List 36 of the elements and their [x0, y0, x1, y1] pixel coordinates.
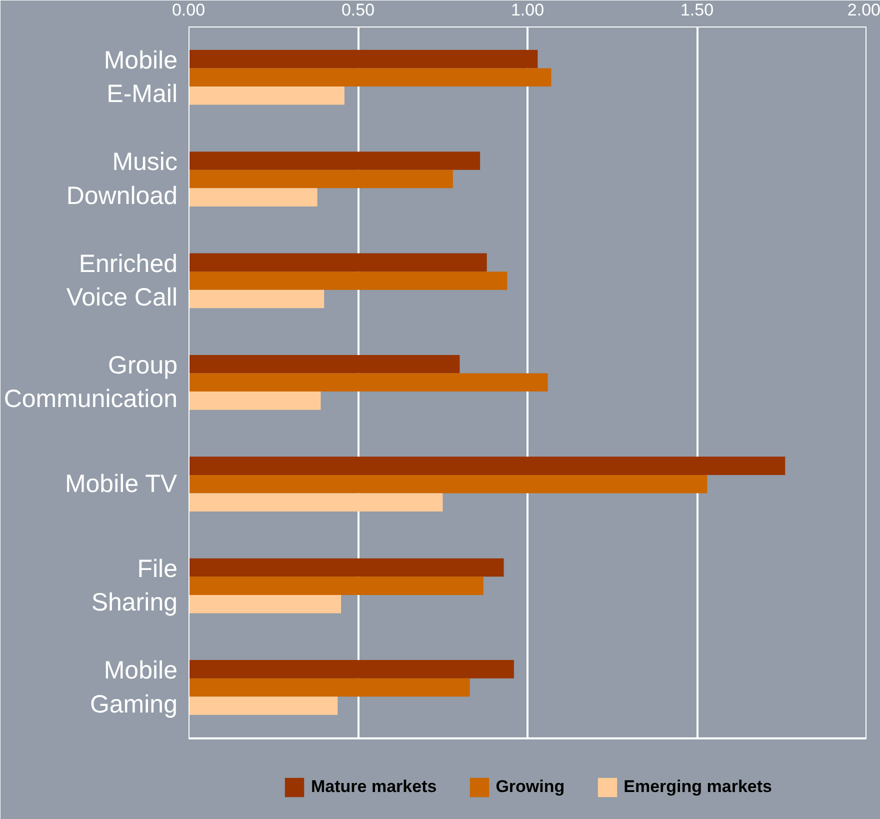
y-tick-label: File Sharing [91, 554, 178, 617]
bar [188, 474, 708, 494]
x-tick-label: 0.00 [172, 0, 206, 20]
bar [188, 86, 344, 105]
bar [188, 594, 342, 614]
bar [188, 660, 514, 678]
x-tick-label: 0.50 [341, 0, 375, 20]
x-tick-label: 1.00 [510, 0, 544, 20]
x-tick-label: 2.00 [847, 0, 880, 20]
x-tick-label: 1.50 [680, 0, 714, 20]
legend-label: Mature markets [311, 777, 437, 797]
bar [188, 576, 484, 595]
bar [188, 290, 324, 308]
bar [188, 170, 453, 188]
bar [188, 253, 487, 272]
y-tick-label: Mobile E-Mail [104, 46, 178, 108]
legend-label: Growing [496, 777, 565, 797]
bar [188, 50, 538, 68]
bar [188, 354, 460, 374]
bar [188, 696, 338, 715]
bar [188, 678, 470, 697]
bar [188, 558, 504, 577]
bar [188, 493, 443, 512]
y-tick-label: Group Communication [4, 352, 178, 414]
y-tick-label: Mobile Gaming [90, 656, 178, 718]
bar [188, 392, 321, 410]
y-tick-label: Mobile TV [64, 470, 178, 498]
y-tick-label: Music Download [66, 148, 178, 210]
legend-label: Emerging markets [624, 777, 772, 797]
bar [188, 272, 508, 290]
bar [188, 188, 318, 206]
bar [188, 152, 480, 170]
y-tick-label: Enriched Voice Call [66, 250, 178, 312]
bar [188, 373, 548, 392]
bar [188, 456, 786, 475]
bar [188, 68, 552, 86]
